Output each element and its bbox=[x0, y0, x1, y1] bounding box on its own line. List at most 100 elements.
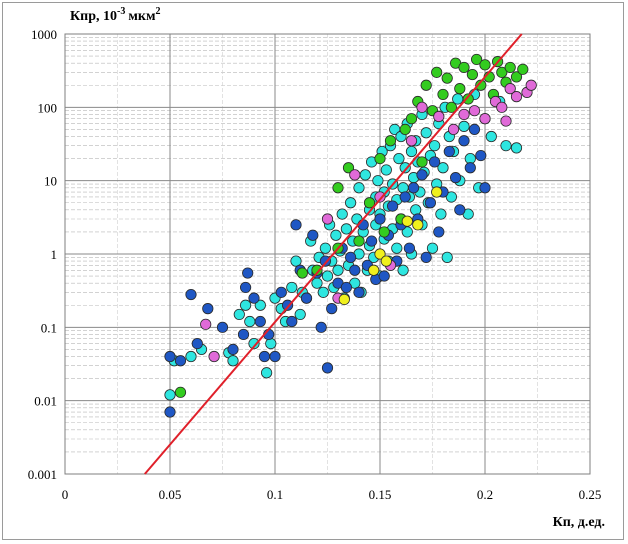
data-point-cyan bbox=[254, 299, 266, 311]
data-point-magenta bbox=[496, 101, 508, 113]
data-point-blue bbox=[227, 343, 239, 356]
data-point-blue bbox=[365, 235, 378, 247]
data-point-cyan bbox=[240, 299, 252, 311]
data-point-cyan bbox=[405, 145, 418, 158]
data-point-magenta bbox=[458, 108, 470, 121]
data-point-cyan bbox=[420, 127, 432, 139]
data-point-blue bbox=[191, 338, 203, 350]
data-point-green bbox=[458, 61, 470, 74]
x-tick-label: 0.15 bbox=[369, 487, 392, 502]
data-point-cyan bbox=[353, 182, 365, 194]
data-point-blue bbox=[424, 197, 436, 209]
data-point-blue bbox=[185, 288, 197, 301]
data-point-blue bbox=[416, 169, 428, 181]
data-point-blue bbox=[407, 182, 420, 194]
x-tick-label: 0 bbox=[62, 487, 69, 502]
data-point-cyan bbox=[445, 191, 457, 203]
data-point-cyan bbox=[428, 140, 441, 152]
data-point-blue bbox=[321, 362, 334, 374]
data-point-yellow bbox=[431, 186, 443, 198]
data-point-cyan bbox=[321, 270, 334, 282]
data-point-green bbox=[517, 63, 529, 75]
data-point-blue bbox=[242, 267, 254, 279]
data-point-magenta bbox=[479, 113, 491, 125]
data-point-blue bbox=[290, 219, 302, 231]
data-point-blue bbox=[475, 149, 487, 162]
data-point-green bbox=[462, 93, 474, 105]
data-point-green bbox=[416, 156, 428, 168]
x-axis-label: Кп, д.ед. bbox=[553, 515, 605, 530]
data-point-cyan bbox=[426, 242, 439, 254]
trend-line bbox=[144, 33, 523, 475]
data-point-green bbox=[437, 88, 449, 101]
data-point-cyan bbox=[290, 255, 302, 267]
data-point-cyan bbox=[393, 152, 405, 165]
data-point-green bbox=[296, 267, 308, 279]
data-point-yellow bbox=[412, 219, 424, 231]
data-point-green bbox=[431, 66, 443, 78]
x-tick-label: 0.25 bbox=[579, 487, 602, 502]
data-point-cyan bbox=[286, 281, 298, 294]
data-point-blue bbox=[403, 242, 415, 254]
data-point-blue bbox=[433, 226, 445, 238]
data-point-cyan bbox=[500, 140, 512, 152]
data-point-blue bbox=[420, 251, 432, 263]
y-axis-tick-labels: 0.001 0.01 0.1 1 10 100 1000 bbox=[28, 27, 57, 482]
data-point-green bbox=[479, 59, 491, 71]
data-point-green bbox=[454, 83, 466, 95]
data-point-magenta bbox=[405, 135, 418, 147]
data-point-green bbox=[405, 113, 418, 125]
data-point-cyan bbox=[233, 308, 245, 321]
y-tick-label: 0.1 bbox=[41, 320, 57, 335]
data-point-cyan bbox=[248, 338, 260, 350]
data-point-magenta bbox=[468, 105, 481, 117]
data-point-magenta bbox=[349, 169, 361, 181]
data-point-green bbox=[363, 197, 376, 209]
data-point-cyan bbox=[359, 169, 371, 181]
data-point-green bbox=[466, 68, 478, 81]
data-point-cyan bbox=[265, 338, 277, 350]
data-point-magenta bbox=[500, 115, 512, 127]
data-point-cyan bbox=[510, 142, 523, 154]
data-point-blue bbox=[237, 328, 250, 341]
data-point-blue bbox=[258, 350, 271, 363]
y-tick-label: 1000 bbox=[31, 27, 57, 42]
data-point-yellow bbox=[401, 215, 413, 227]
data-point-magenta bbox=[504, 83, 516, 95]
data-point-blue bbox=[319, 255, 331, 267]
data-point-blue bbox=[286, 315, 298, 328]
data-point-green bbox=[378, 226, 390, 238]
data-point-blue bbox=[454, 204, 466, 216]
data-point-blue bbox=[216, 321, 229, 333]
data-points bbox=[164, 53, 537, 418]
y-tick-label: 0.01 bbox=[34, 394, 57, 409]
y-tick-label: 10 bbox=[44, 174, 57, 189]
x-tick-label: 0.1 bbox=[267, 487, 283, 502]
data-point-cyan bbox=[336, 208, 348, 220]
data-point-green bbox=[353, 235, 365, 247]
data-point-magenta bbox=[200, 318, 212, 330]
data-point-cyan bbox=[397, 264, 409, 276]
data-point-cyan bbox=[435, 208, 447, 220]
data-point-green bbox=[445, 101, 457, 113]
data-point-magenta bbox=[208, 350, 220, 363]
data-point-cyan bbox=[227, 355, 239, 367]
data-point-blue bbox=[374, 213, 386, 225]
data-point-blue bbox=[464, 162, 476, 174]
data-point-cyan bbox=[319, 242, 331, 254]
data-point-blue bbox=[399, 191, 411, 203]
data-point-blue bbox=[269, 350, 281, 363]
data-point-green bbox=[496, 66, 508, 78]
y-tick-label: 100 bbox=[38, 100, 58, 115]
data-point-blue bbox=[248, 292, 260, 304]
data-point-cyan bbox=[399, 162, 411, 174]
data-point-cyan bbox=[391, 242, 403, 254]
data-point-cyan bbox=[330, 229, 342, 241]
y-tick-label: 0.001 bbox=[28, 467, 57, 482]
data-point-cyan bbox=[185, 350, 197, 363]
data-point-blue bbox=[468, 123, 481, 136]
data-point-blue bbox=[281, 299, 294, 311]
data-point-green bbox=[470, 53, 483, 66]
data-point-cyan bbox=[410, 204, 422, 216]
